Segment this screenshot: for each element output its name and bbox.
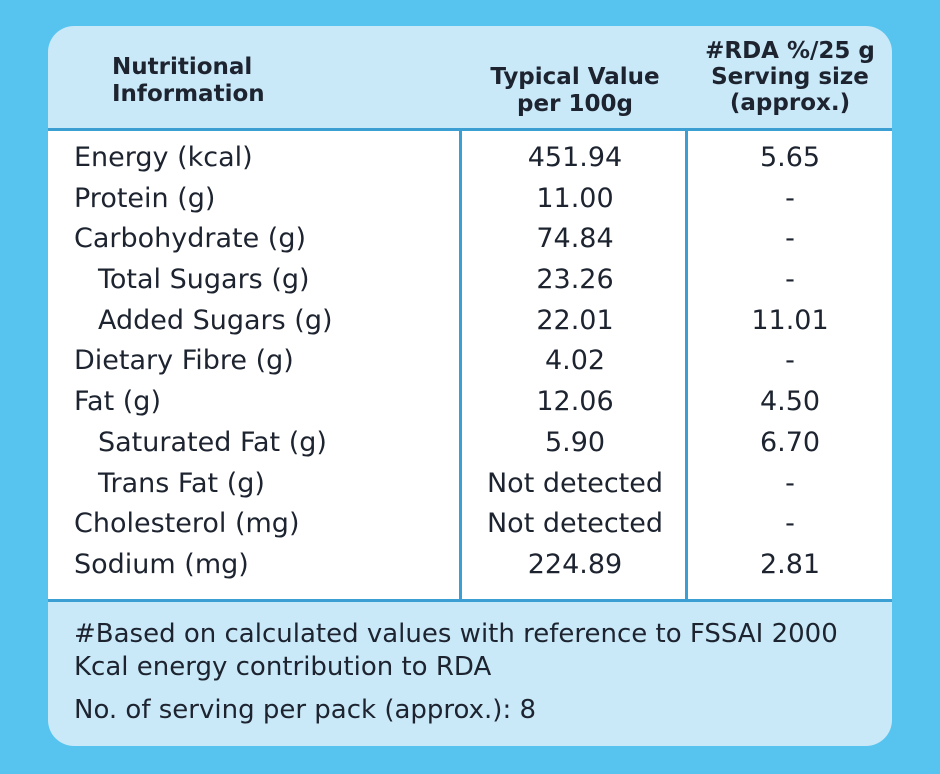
typical-value: Not detected (486, 467, 663, 499)
column-divider (459, 131, 462, 599)
rda-value: - (785, 182, 795, 214)
nutrient-name: Protein (g) (74, 182, 216, 214)
rda-footnote: #Based on calculated values with referen… (74, 619, 838, 682)
table-row: Total Sugars (g) 23.26 - (48, 264, 892, 305)
nutrient-name: Trans Fat (g) (98, 467, 265, 499)
servings-per-pack: No. of serving per pack (approx.): 8 (74, 695, 537, 725)
nutrient-name: Added Sugars (g) (98, 304, 333, 336)
nutrition-panel: Nutritional Information Typical Value pe… (48, 26, 892, 746)
rda-value: - (785, 467, 795, 499)
rda-value: - (785, 264, 795, 296)
rda-value: - (785, 223, 795, 255)
table-row: Carbohydrate (g) 74.84 - (48, 223, 892, 264)
typical-value: 74.84 (536, 223, 614, 255)
footnote: #Based on calculated values with referen… (74, 618, 884, 727)
typical-value: 451.94 (527, 142, 623, 173)
nutrient-name: Energy (kcal) (74, 142, 253, 173)
rda-value: 2.81 (759, 548, 821, 580)
header-rda: #RDA %/25 g Serving size (approx.) (705, 38, 875, 116)
header-typical-value: Typical Value per 100g (490, 64, 660, 117)
rda-value: 5.65 (759, 142, 821, 173)
nutrient-name: Fat (g) (74, 386, 161, 418)
table-row: Added Sugars (g) 22.01 11.01 (48, 305, 892, 346)
nutrient-name: Sodium (mg) (74, 548, 249, 580)
typical-value: 22.01 (536, 304, 614, 336)
typical-value: 23.26 (536, 264, 614, 296)
typical-value: 4.02 (544, 345, 606, 377)
column-divider (685, 131, 688, 599)
table-row: Sodium (mg) 224.89 2.81 (48, 549, 892, 590)
nutrient-name: Carbohydrate (g) (74, 223, 307, 255)
nutrient-name: Dietary Fibre (g) (74, 345, 294, 377)
table-row: Cholesterol (mg) Not detected - (48, 508, 892, 549)
table-row: Dietary Fibre (g) 4.02 - (48, 345, 892, 386)
typical-value: 12.06 (536, 386, 614, 418)
rda-value: - (785, 508, 795, 540)
typical-value: 11.00 (536, 182, 614, 214)
nutrient-name: Total Sugars (g) (98, 264, 310, 296)
header-nutritional-information: Nutritional Information (112, 54, 265, 107)
nutrient-name: Saturated Fat (g) (98, 426, 327, 458)
table-row: Protein (g) 11.00 - (48, 183, 892, 224)
table-row: Saturated Fat (g) 5.90 6.70 (48, 427, 892, 468)
rda-value: 11.01 (751, 304, 829, 336)
typical-value: 224.89 (527, 548, 623, 580)
table-row: Trans Fat (g) Not detected - (48, 468, 892, 509)
table-row: Fat (g) 12.06 4.50 (48, 386, 892, 427)
rda-value: 4.50 (759, 386, 821, 418)
nutrient-name: Cholesterol (mg) (74, 508, 300, 540)
rda-value: - (785, 345, 795, 377)
typical-value: 5.90 (544, 426, 606, 458)
rda-value: 6.70 (759, 426, 821, 458)
typical-value: Not detected (486, 508, 663, 540)
table-body: Energy (kcal) 451.94 5.65 Protein (g) 11… (48, 128, 892, 602)
table-header: Nutritional Information Typical Value pe… (48, 26, 892, 128)
table-row: Energy (kcal) 451.94 5.65 (48, 142, 892, 183)
nutrient-rows: Energy (kcal) 451.94 5.65 Protein (g) 11… (48, 142, 892, 590)
